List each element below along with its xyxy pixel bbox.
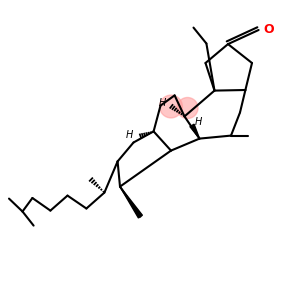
Polygon shape — [120, 187, 142, 218]
Polygon shape — [190, 124, 200, 139]
Text: H: H — [195, 117, 202, 127]
Circle shape — [160, 95, 182, 118]
Text: H: H — [159, 98, 167, 108]
Text: H: H — [126, 130, 134, 140]
Circle shape — [177, 98, 198, 118]
Text: O: O — [263, 23, 274, 36]
